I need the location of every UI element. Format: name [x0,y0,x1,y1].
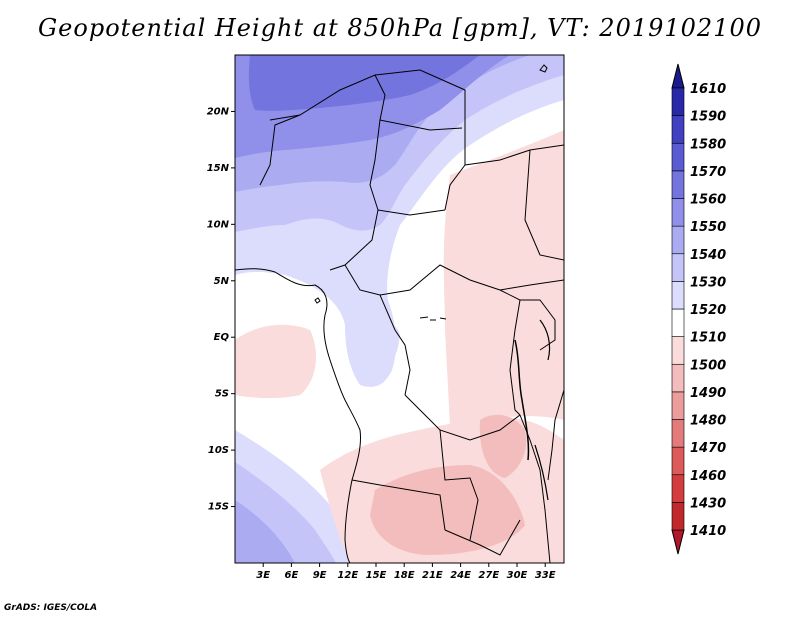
colorbar-swatch [671,198,685,227]
colorbar-level-label: 1580 [690,137,726,152]
colorbar-level-label: 1610 [690,82,726,97]
field-east-1500 [443,130,564,425]
lon-tick-label: 12E [337,570,358,581]
colorbar-swatch [671,474,685,503]
colorbar-swatch [671,87,685,116]
lon-tick-label: 21E [422,570,443,581]
colorbar-swatch [671,363,685,393]
colorbar-level-label: 1510 [690,331,726,346]
lat-tick-label: 5S [215,389,229,400]
lon-tick-label: 18E [394,570,415,581]
lat-tick-label: 10N [207,219,230,230]
field-zambia-1490 [370,465,525,555]
colorbar-level-label: 1520 [690,303,726,318]
field-eastafrica-1490 [479,414,527,478]
lon-tick-label: 15E [366,570,387,581]
colorbar-swatch [671,142,685,172]
colorbar-swatch [671,446,685,476]
lon-tick-label: 24E [450,570,471,581]
lon-tick-label: 9E [313,570,327,581]
colorbar-level-label: 1500 [690,358,726,373]
lon-tick-label: 30E [507,570,528,581]
lat-tick-label: 10S [208,445,229,456]
colorbar-level-label: 1460 [690,469,726,484]
grads-credit: GrADS: IGES/COLA [4,603,98,613]
colorbar-swatch [671,225,685,255]
plot-area [235,55,564,563]
country-borders [235,64,564,563]
lon-tick-label: 6E [285,570,299,581]
colorbar-swatch [671,253,685,282]
colorbar-level-label: 1480 [690,414,726,429]
colorbar-swatch [671,336,685,365]
field-congo-1520 [358,317,400,380]
lat-tick-label: 15S [208,502,229,513]
lon-tick-label: 3E [256,570,270,581]
colorbar-swatch [671,391,685,420]
colorbar-top-arrow [671,63,685,89]
colorbar-level-label: 1430 [690,496,726,511]
colorbar-level-label: 1530 [690,275,726,290]
colorbar-swatch [671,281,685,310]
lat-axis: 20N 15N 10N 5N EQ 5S 10S 15S [207,106,235,513]
field-north-1560 [248,55,480,111]
field-west-atlantic-1500 [235,324,316,399]
colorbar: 1410 1430 1460 1470 1480 1490 1500 1510 1520 1530… [671,63,726,555]
map-title: Geopotential Height at 850hPa [gpm], VT:… [38,14,762,42]
colorbar-swatch [671,115,685,144]
colorbar-swatch [671,502,685,531]
lat-tick-label: EQ [214,332,230,343]
colorbar-bottom-arrow [671,529,685,555]
colorbar-level-label: 1590 [690,110,726,125]
colorbar-swatch [671,308,685,337]
colorbar-level-label: 1570 [690,165,726,180]
colorbar-level-label: 1550 [690,220,726,235]
lon-tick-label: 33E [535,570,556,581]
colorbar-level-label: 1490 [690,386,726,401]
lat-tick-label: 15N [207,163,230,174]
colorbar-level-label: 1540 [690,248,726,263]
colorbar-level-label: 1560 [690,193,726,208]
lat-tick-label: 5N [214,276,230,287]
colorbar-level-label: 1410 [690,524,726,539]
lon-axis: 3E 6E 9E 12E 15E 18E 21E 24E 27E 30E 33E [256,563,556,581]
colorbar-swatch [671,170,685,199]
colorbar-level-label: 1470 [690,441,726,456]
field-atlantic-1550 [235,500,295,563]
lon-tick-label: 27E [478,570,499,581]
colorbar-swatch [671,419,685,448]
lat-tick-label: 20N [207,106,230,117]
plot-frame [234,54,565,564]
